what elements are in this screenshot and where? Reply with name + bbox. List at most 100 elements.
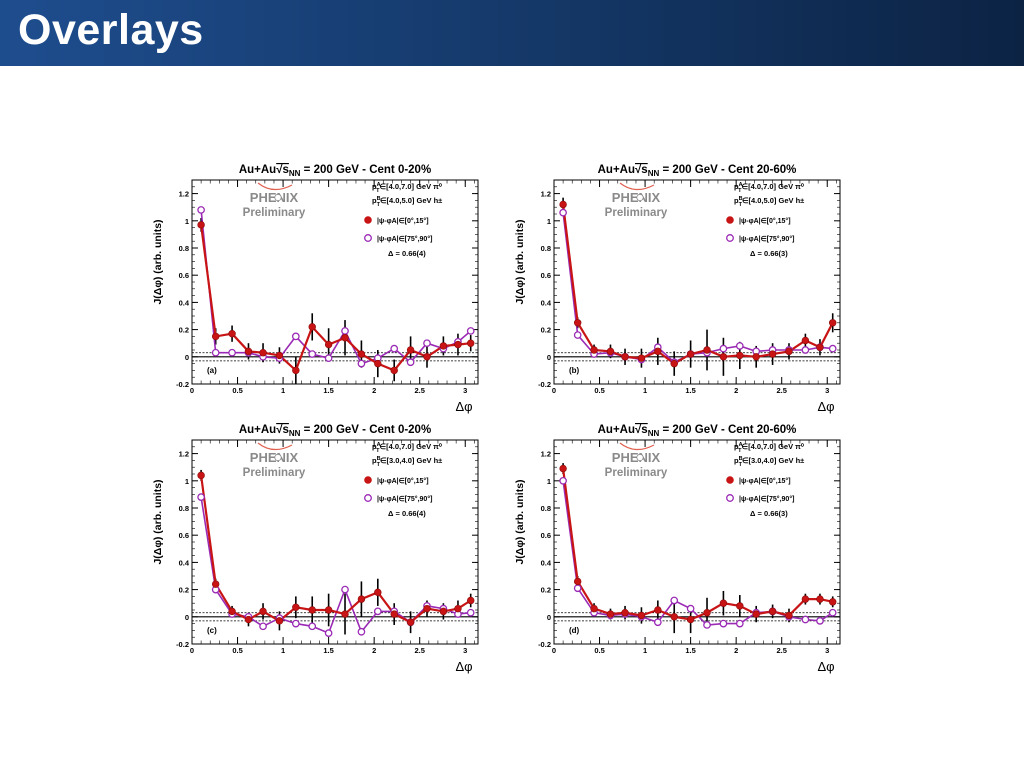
info-pt-sup: B	[377, 196, 381, 202]
data-point-inplane	[670, 613, 678, 621]
x-tick-label: 1.5	[685, 646, 695, 655]
logo-arc-icon	[619, 182, 655, 191]
data-point-outplane	[466, 608, 475, 617]
data-point-outplane	[308, 622, 317, 631]
x-tick-label: 1.5	[323, 646, 333, 655]
data-point-outplane	[816, 617, 824, 625]
legend-label-inplane: |ψ-φA|∈[0°,15°]	[739, 217, 791, 225]
data-point-inplane	[292, 603, 300, 611]
x-tick-label: 1	[643, 646, 647, 655]
x-axis-label: Δφ	[455, 399, 472, 414]
legend-marker-filled	[364, 476, 372, 484]
data-point-inplane	[559, 464, 567, 473]
info-pt-range: ∈[4.0,7.0] GeV π⁰	[742, 442, 805, 451]
y-tick-label: 0.6	[541, 531, 551, 540]
data-point-inplane	[816, 595, 824, 603]
y-tick-label: -0.2	[176, 380, 189, 389]
x-tick-label: 0	[552, 646, 556, 655]
title-suffix: = 200 GeV - Cent 20-60%	[659, 164, 796, 176]
info-pt-symbol: p	[372, 196, 377, 205]
data-point-inplane	[736, 351, 744, 360]
data-point-inplane	[259, 607, 267, 616]
legend-marker-open	[726, 234, 734, 242]
data-point-outplane	[324, 629, 333, 637]
x-tick-label: 3	[825, 646, 829, 655]
info-delta: Δ = 0.66(3)	[750, 509, 788, 518]
data-point-outplane	[197, 206, 205, 214]
data-point-inplane	[703, 346, 711, 354]
x-axis-label: Δφ	[817, 399, 834, 414]
y-axis-label: J(Δφ) (arb. units)	[514, 219, 526, 304]
y-tick-label: 1	[547, 217, 551, 226]
x-tick-label: 0	[190, 386, 194, 395]
info-pt-range: ∈[4.0,7.0] GeV π⁰	[380, 182, 443, 191]
logo-wordmark: PHENIX	[250, 450, 299, 465]
data-point-inplane	[573, 577, 582, 586]
info-pt-symbol: p	[372, 182, 377, 191]
data-point-inplane	[621, 353, 629, 361]
data-point-inplane	[211, 580, 220, 588]
slide-title: Overlays	[18, 6, 204, 54]
info-pt-sub: T	[377, 462, 381, 468]
data-point-inplane	[654, 606, 662, 614]
info-pt-sub: T	[376, 188, 380, 194]
data-point-outplane	[357, 627, 366, 636]
legend-label-outplane: |ψ-φA|∈[75°,90°]	[377, 235, 432, 243]
data-point-inplane	[829, 598, 837, 606]
info-pt-sup: A	[739, 182, 743, 188]
logo-arc-icon	[619, 442, 655, 451]
data-point-inplane	[197, 471, 205, 480]
data-point-inplane	[374, 588, 382, 597]
data-point-inplane	[606, 610, 615, 618]
data-point-inplane	[406, 618, 415, 626]
data-point-inplane	[406, 346, 415, 354]
x-tick-label: 0	[552, 386, 556, 395]
panel-label: (a)	[207, 366, 217, 375]
data-point-outplane	[341, 327, 349, 335]
data-point-outplane	[801, 615, 810, 624]
chart-svg: Au+Au√sNN = 200 GeV - Cent 20-60%-0.200.…	[514, 423, 841, 674]
data-point-outplane	[573, 331, 582, 339]
y-tick-label: 1.2	[541, 450, 551, 459]
series-line-inplane	[200, 224, 471, 373]
legend-label-outplane: |ψ-φA|∈[75°,90°]	[739, 235, 794, 243]
data-point-inplane	[785, 347, 793, 356]
chart-panel-b: Au+Au√sNN = 200 GeV - Cent 20-60% -0.2 0 0.…	[512, 158, 842, 414]
legend-label-inplane: |ψ-φA|∈[0°,15°]	[377, 217, 429, 225]
data-point-inplane	[423, 353, 431, 361]
data-point-outplane	[291, 332, 300, 341]
logo-wordmark: PHENIX	[612, 190, 661, 205]
x-tick-label: 2	[372, 386, 376, 395]
info-pt-assoc: pA T∈[4.0,7.0] GeV π⁰	[734, 182, 805, 194]
series-line-inplane	[562, 468, 833, 621]
info-pt-range: ∈[4.0,7.0] GeV π⁰	[380, 442, 443, 451]
data-point-inplane	[341, 610, 349, 618]
data-point-outplane	[719, 619, 728, 628]
x-tick-label: 3	[463, 386, 467, 395]
info-pt-symbol: p	[734, 182, 739, 191]
x-tick-label: 2	[734, 386, 738, 395]
legend-marker-open	[364, 234, 372, 242]
info-pt-sup: A	[377, 442, 381, 448]
data-point-outplane	[573, 584, 582, 593]
info-pt-symbol: p	[734, 456, 739, 465]
data-point-outplane	[324, 354, 333, 363]
info-delta: Δ = 0.66(3)	[750, 249, 788, 258]
data-point-inplane	[259, 349, 267, 357]
data-point-inplane	[703, 609, 711, 617]
title-suffix: = 200 GeV - Cent 20-60%	[659, 424, 796, 436]
y-tick-label: 0	[547, 353, 551, 362]
info-pt-sub: T	[738, 188, 742, 194]
logo-arc-icon	[257, 182, 293, 191]
info-pt-sup: B	[739, 456, 743, 462]
data-point-inplane	[801, 595, 810, 603]
chart-svg: Au+Au√sNN = 200 GeV - Cent 0-20%-0.200.2…	[152, 163, 479, 414]
data-point-outplane	[211, 348, 220, 357]
legend-marker-filled	[364, 216, 372, 224]
y-tick-label: 0	[185, 613, 189, 622]
data-point-inplane	[341, 334, 349, 342]
data-point-inplane	[357, 595, 366, 603]
title-subscript: NN	[289, 169, 301, 178]
data-point-outplane	[466, 327, 475, 335]
x-tick-label: 2	[734, 646, 738, 655]
